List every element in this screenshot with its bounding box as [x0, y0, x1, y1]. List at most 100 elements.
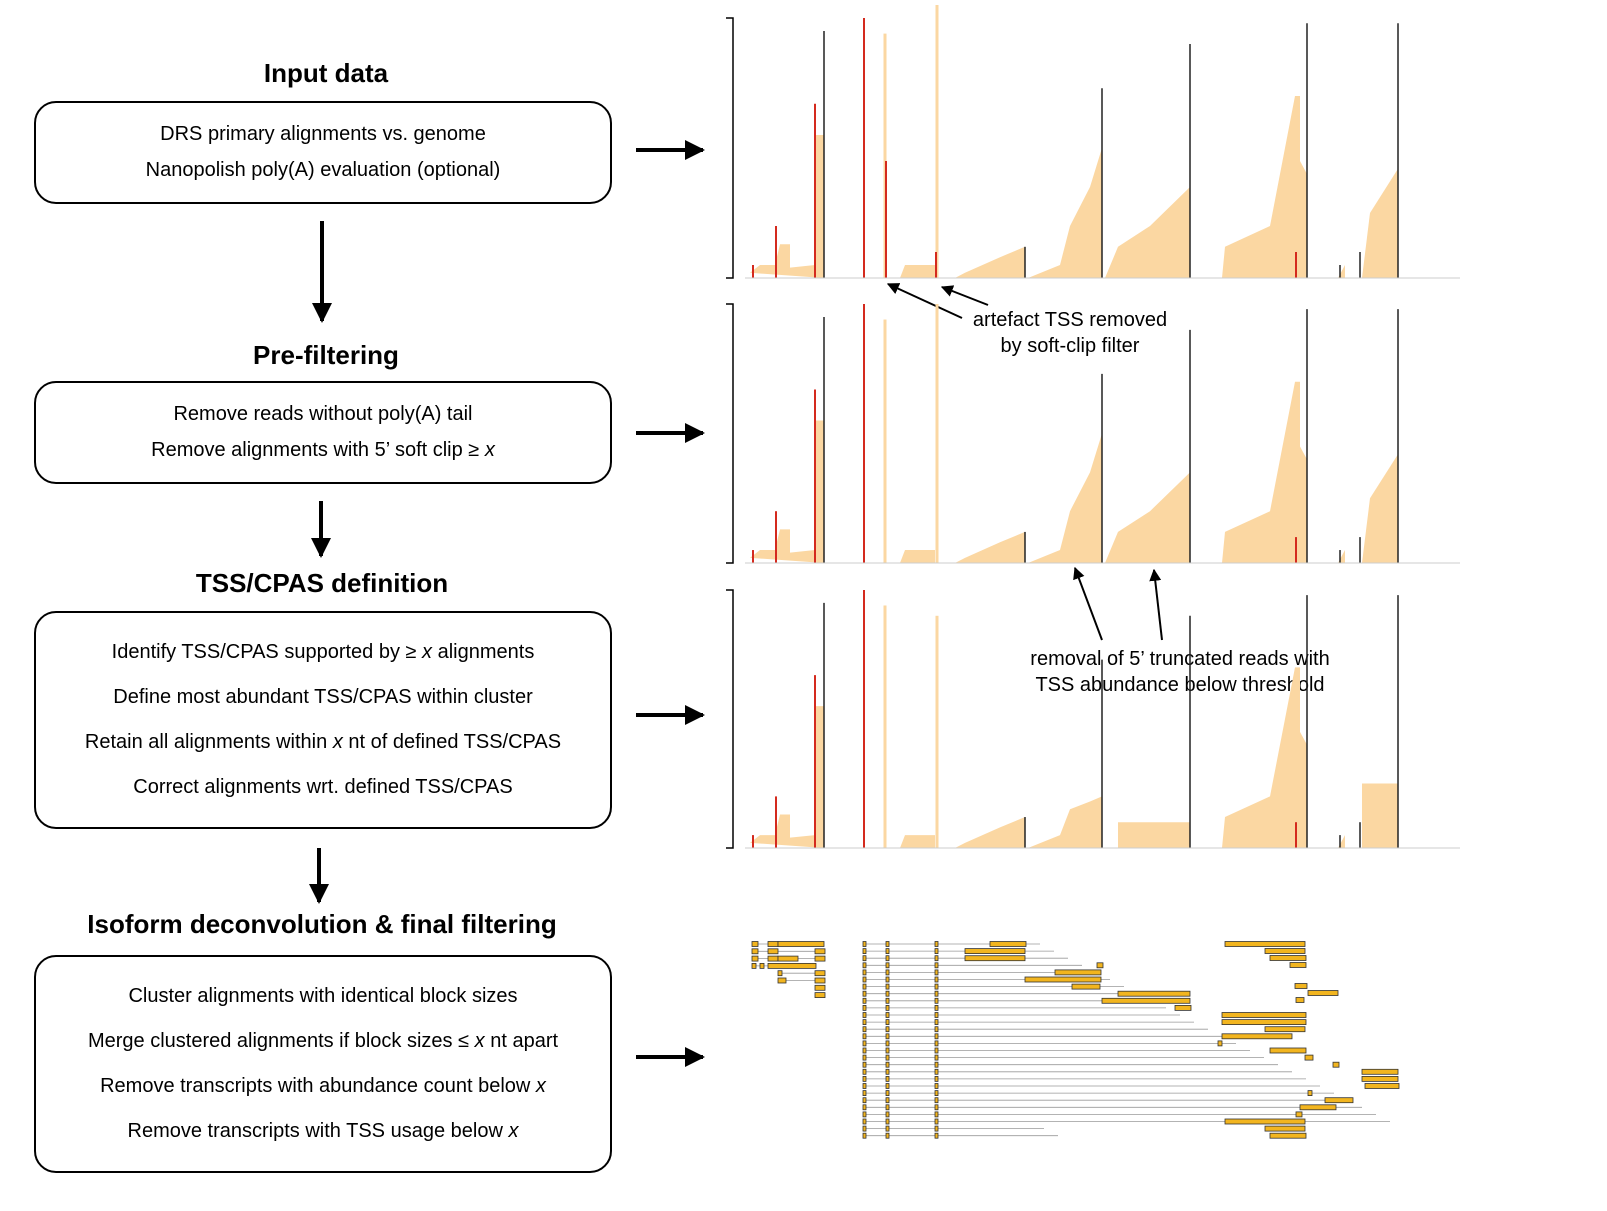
exon-block — [934, 1068, 939, 1075]
isoform-row — [862, 969, 1102, 976]
coverage-track — [726, 5, 1460, 279]
exon-block — [885, 941, 890, 947]
step-title-tss-cpas: TSS/CPAS definition — [195, 568, 449, 598]
isoform-row — [862, 955, 1068, 962]
exon-block — [934, 983, 939, 990]
step-line: Retain all alignments within x nt of def… — [84, 731, 562, 753]
exon-block — [862, 1068, 867, 1075]
step-line: Remove reads without poly(A) tail — [173, 402, 473, 425]
exon-block — [885, 948, 890, 954]
exon-block — [862, 1054, 867, 1061]
exon-block — [862, 1111, 867, 1118]
exon-block — [777, 941, 825, 947]
exon-block — [885, 1132, 890, 1139]
exon-block — [885, 1118, 890, 1125]
isoform-row — [862, 997, 1191, 1004]
exon-block — [885, 1033, 890, 1040]
isoform-row — [862, 1012, 1307, 1018]
exon-block — [885, 1061, 890, 1068]
exon-block — [1224, 941, 1306, 947]
exon-block — [751, 941, 759, 947]
exon-block — [885, 1111, 890, 1118]
exon-block — [862, 1076, 867, 1082]
exon-block — [1295, 997, 1305, 1003]
isoform-row — [862, 1083, 1400, 1089]
exon-block — [934, 997, 939, 1004]
coverage-area — [750, 706, 824, 848]
exon-block — [1364, 1083, 1400, 1089]
isoform-row — [1294, 983, 1308, 989]
exon-block — [1054, 969, 1102, 976]
coverage-area — [1338, 550, 1345, 563]
isoform-row — [862, 1097, 1354, 1104]
exon-block — [862, 1033, 867, 1040]
coverage-area — [1222, 667, 1307, 848]
exon-block — [1324, 1097, 1354, 1104]
isoform-row — [862, 948, 1054, 954]
exon-block — [1307, 1090, 1313, 1096]
pointer-arrow — [1149, 568, 1163, 641]
exon-block — [862, 1132, 867, 1139]
coverage-spike — [883, 33, 887, 278]
isoform-row — [862, 1047, 1307, 1054]
exon-block — [934, 1026, 939, 1033]
exon-block — [934, 1033, 939, 1040]
exon-block — [934, 962, 939, 969]
coverage-area — [955, 246, 1025, 278]
coverage-spike — [883, 605, 887, 848]
coverage-area — [900, 550, 935, 563]
coverage-area — [1028, 796, 1102, 848]
isoform-row — [777, 977, 826, 984]
step-line: Identify TSS/CPAS supported by ≥ x align… — [111, 641, 535, 663]
exon-block — [1221, 1012, 1307, 1018]
isoform-row — [862, 1061, 1340, 1068]
isoform-row — [862, 1054, 1314, 1061]
exon-block — [885, 1090, 890, 1096]
exon-block — [767, 941, 779, 947]
exon-block — [862, 969, 867, 976]
exon-block — [885, 997, 890, 1004]
exon-block — [885, 1054, 890, 1061]
exon-block — [1299, 1104, 1337, 1111]
exon-block — [934, 1104, 939, 1111]
isoform-row — [862, 1033, 1293, 1040]
exon-block — [885, 1019, 890, 1025]
exon-block — [751, 963, 757, 969]
step-line: Remove transcripts with TSS usage below … — [127, 1120, 519, 1142]
isoform-row — [814, 992, 826, 998]
exon-block — [862, 983, 867, 990]
exon-block — [751, 955, 759, 962]
exon-block — [934, 976, 939, 983]
exon-block — [862, 1090, 867, 1096]
coverage-area — [750, 135, 824, 278]
coverage-area — [1362, 783, 1398, 848]
coverage-spike — [935, 5, 939, 278]
exon-block — [1332, 1061, 1340, 1068]
exon-block — [934, 1132, 939, 1139]
coverage-area — [1362, 168, 1398, 278]
exon-block — [885, 983, 890, 990]
isoform-row — [862, 1111, 1376, 1118]
coverage-area — [1028, 433, 1102, 563]
pointer-arrow — [1073, 566, 1103, 641]
step-line: Cluster alignments with identical block … — [128, 985, 518, 1007]
pointer-arrow — [886, 283, 963, 319]
track-axis — [726, 589, 734, 849]
coverage-area — [955, 531, 1025, 563]
exon-block — [885, 969, 890, 976]
exon-block — [934, 1118, 939, 1125]
exon-block — [862, 990, 867, 997]
exon-block — [862, 1118, 867, 1125]
exon-block — [934, 948, 939, 954]
exon-block — [767, 948, 779, 955]
exon-block — [885, 1076, 890, 1082]
coverage-track — [726, 303, 1460, 564]
exon-block — [862, 1005, 867, 1011]
exon-block — [814, 948, 826, 955]
step-title-input: Input data — [263, 58, 389, 88]
exon-block — [777, 977, 787, 984]
exon-block — [885, 1012, 890, 1018]
isoform-row — [751, 941, 825, 947]
step-box-prefiltering: Remove reads without poly(A) tail Remove… — [34, 381, 612, 484]
coverage-area — [1105, 472, 1190, 563]
